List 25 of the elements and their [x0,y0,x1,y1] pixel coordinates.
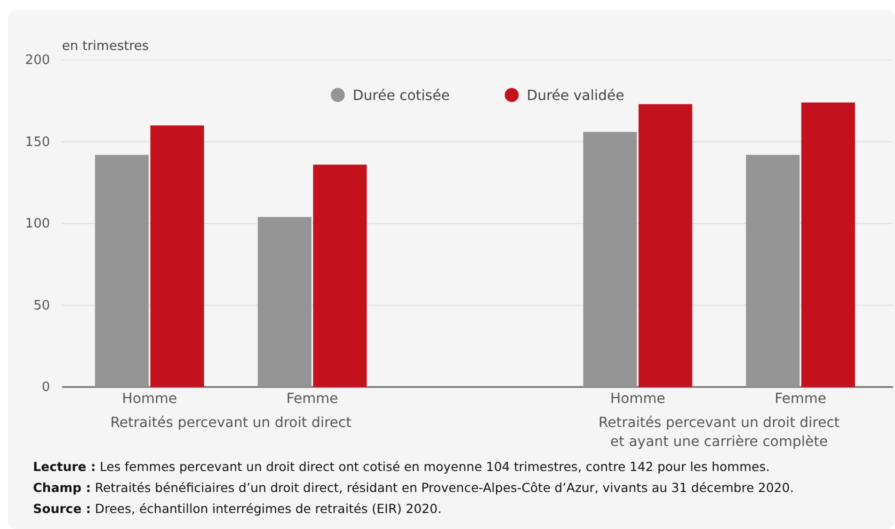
bar [638,104,692,387]
x-tick-label: Homme [610,390,666,407]
legend-label: Durée validée [526,88,624,104]
y-axis-title: en trimestres [62,39,150,54]
text: Lecture : Les femmes percevant un droit direct ont cotisé en moyenne 104 trimestres, contre 142 pour les hommes. [33,459,770,474]
y-tick-label: 150 [25,134,50,150]
y-tick-label: 50 [33,298,50,314]
bar [746,154,800,387]
source-note: Source : Drees, échantillon interrégimes de retraités (EIR) 2020. [33,501,442,516]
x-tick-label: Homme [122,390,178,407]
text: Champ : Retraités bénéficiaires d’un droit direct, résidant en Provence-Alpes-Côte d’Azur, vivants au 31 décembre 2020. [33,480,794,495]
bar [313,164,367,387]
text: Retraités percevant un droit direct [110,415,352,431]
x-tick-label: Femme [774,390,826,407]
legend-label: Durée cotisée [352,88,450,104]
text: Retraités percevant un droit direct et ayant une carrière complète [598,415,840,450]
bar [258,216,312,387]
x-tick-label: Femme [286,390,338,407]
bar [150,125,204,387]
bar [583,132,637,387]
y-tick-label: 0 [42,380,50,396]
bar [95,154,149,387]
bar [801,102,855,387]
y-tick-label: 100 [25,216,50,232]
y-tick-label: 200 [25,53,50,68]
